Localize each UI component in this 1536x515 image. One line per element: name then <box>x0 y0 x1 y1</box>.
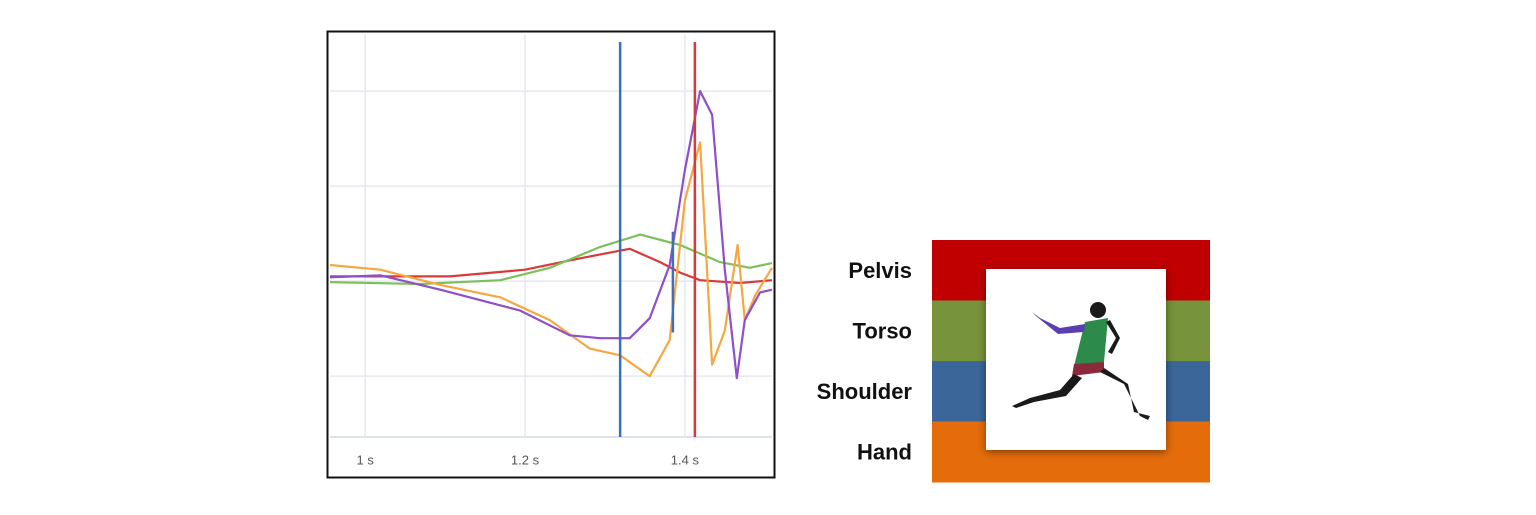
legend-label: Hand <box>857 439 912 464</box>
legend-label: Pelvis <box>848 258 912 283</box>
plot-area: 1 s 1.2 s 1.4 s <box>329 35 773 467</box>
series-line <box>329 90 773 380</box>
series-line <box>330 247 773 285</box>
legend-label: Torso <box>853 318 912 343</box>
chart-frame <box>326 30 776 479</box>
legend-label: Shoulder <box>817 379 913 404</box>
x-tick-label: 1.4 s <box>671 452 700 467</box>
x-tick-label: 1.2 s <box>511 452 540 467</box>
x-tick-label: 1 s <box>356 452 374 467</box>
series-line <box>329 141 773 378</box>
figure <box>1012 302 1150 420</box>
